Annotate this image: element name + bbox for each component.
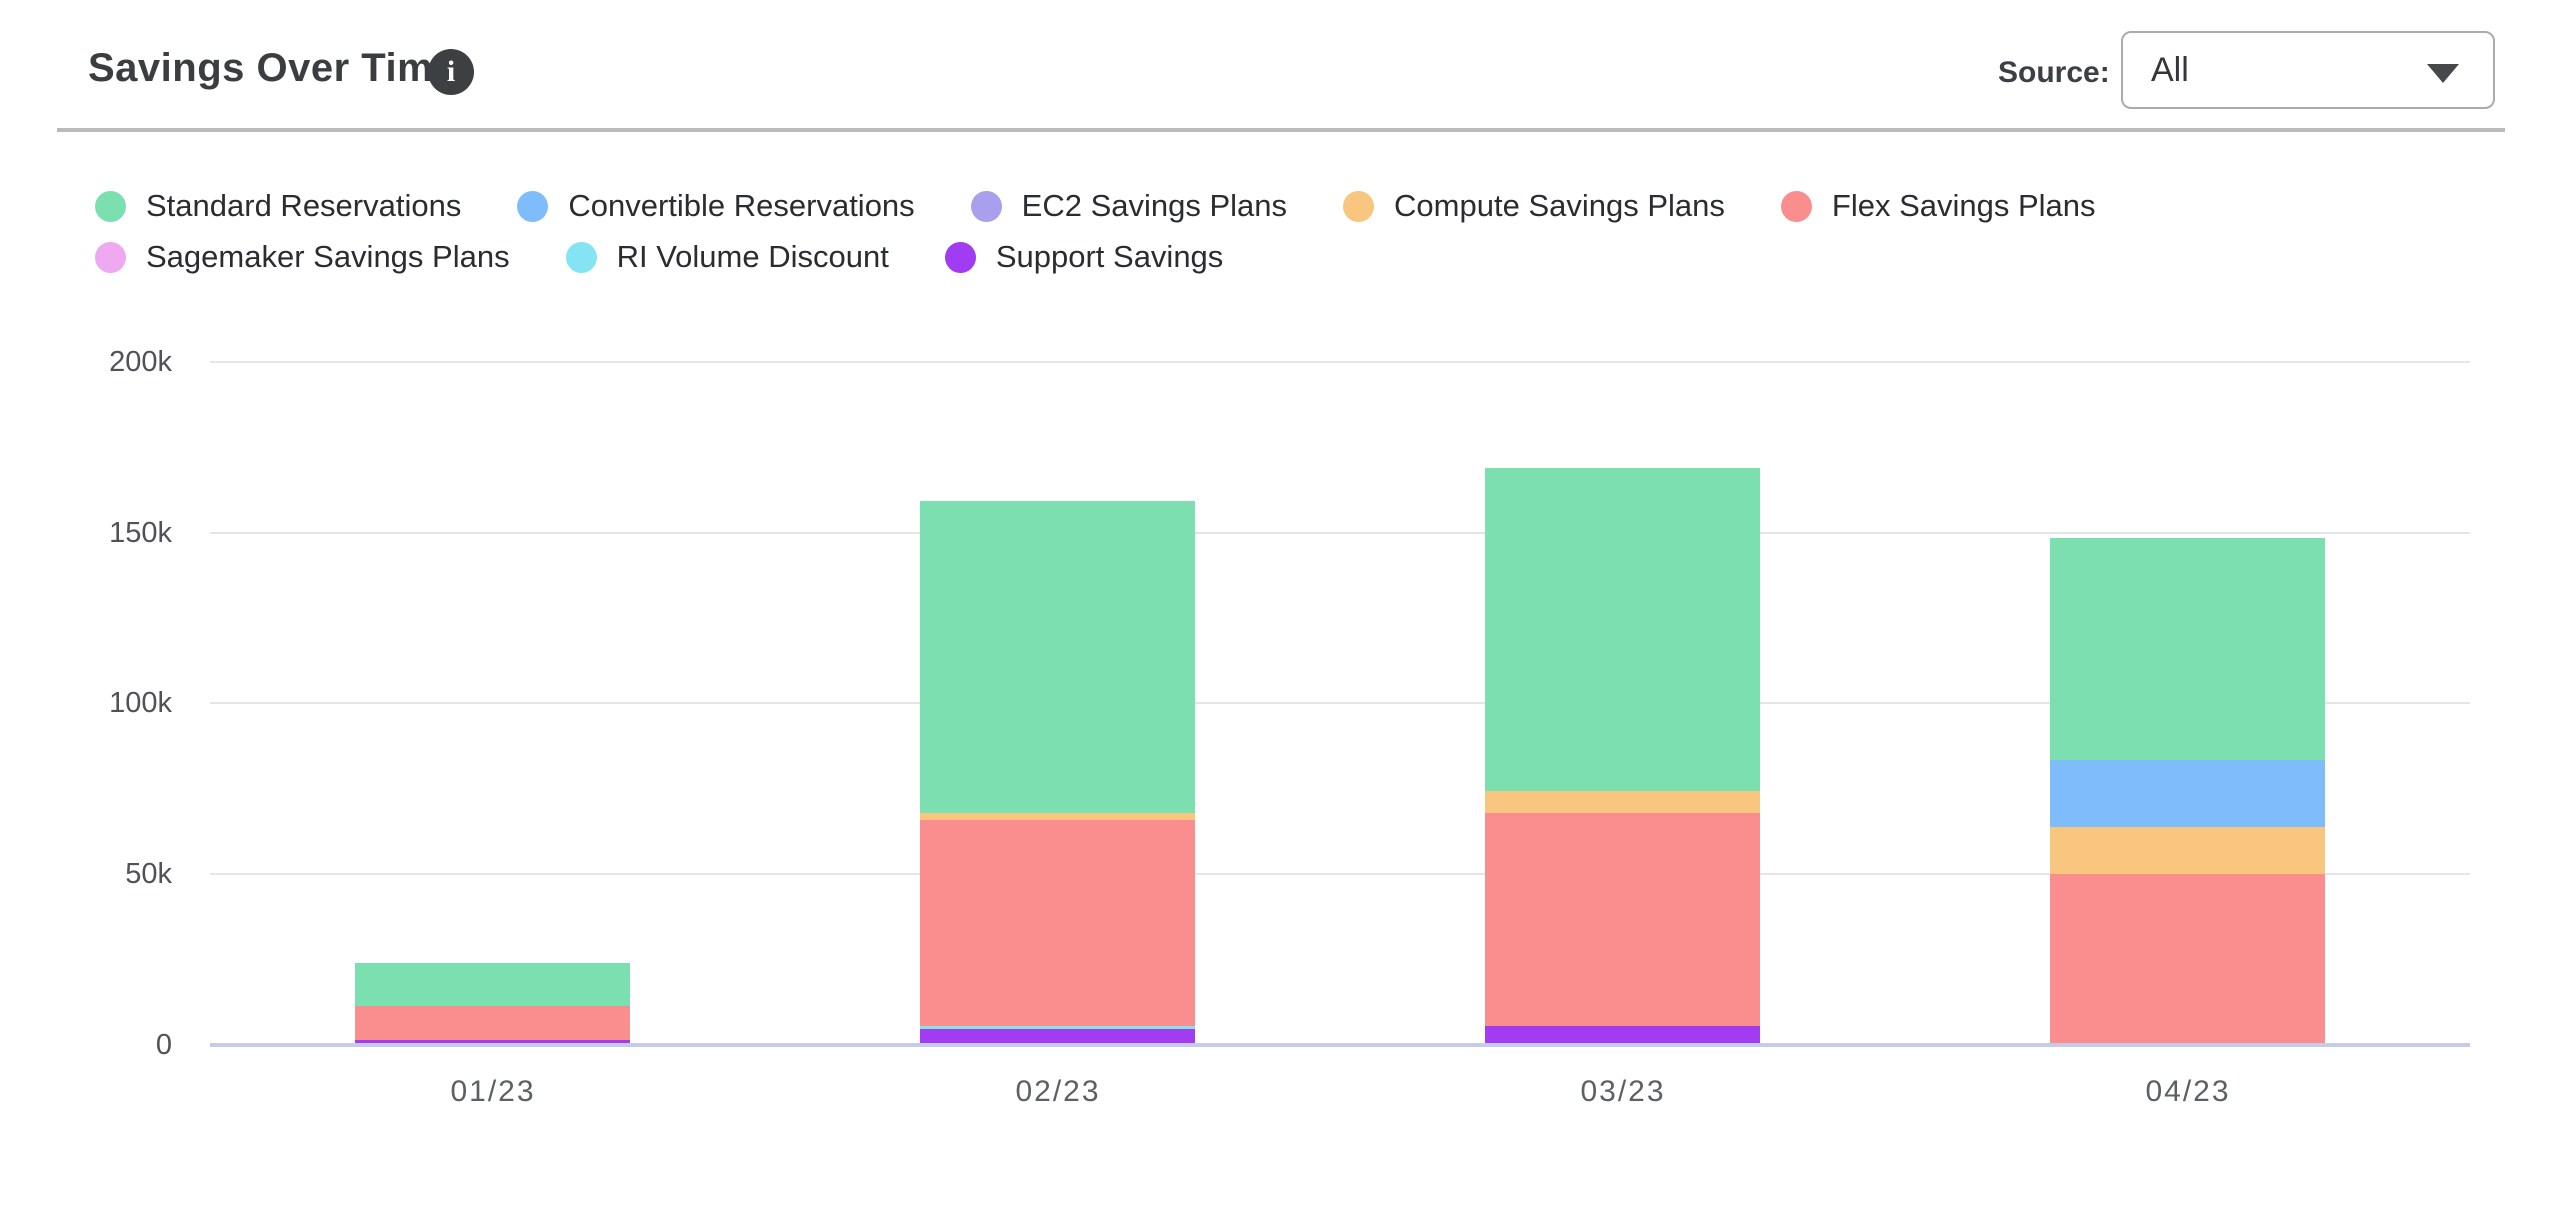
bar-segment-flex-savings-plans[interactable] [1485, 812, 1760, 1026]
chevron-down-icon [2427, 64, 2459, 83]
x-axis-label: 04/23 [2145, 1075, 2231, 1108]
x-axis-label: 02/23 [1015, 1075, 1101, 1108]
bar-segment-standard-reservations[interactable] [1485, 468, 1760, 791]
source-selected-value: All [2151, 50, 2189, 89]
x-axis-label: 03/23 [1580, 1075, 1666, 1108]
legend-item-convertible-reservations[interactable]: Convertible Reservations [517, 188, 915, 224]
info-icon[interactable]: i [428, 49, 474, 95]
chart-legend: Standard Reservations Convertible Reserva… [95, 188, 2096, 275]
legend-dot-icon [970, 190, 1002, 222]
gridline [210, 532, 2470, 534]
y-axis-tick-label: 100k [109, 687, 172, 719]
legend-item-ri-volume-discount[interactable]: RI Volume Discount [565, 239, 889, 275]
bar-segment-ri-volume-discount[interactable] [920, 1026, 1195, 1030]
legend-dot-icon [517, 190, 549, 222]
bar-segment-standard-reservations[interactable] [2050, 538, 2325, 761]
legend-item-compute-savings-plans[interactable]: Compute Savings Plans [1343, 188, 1725, 224]
legend-item-label: Flex Savings Plans [1831, 188, 2096, 223]
bar-segment-support-savings[interactable] [920, 1029, 1195, 1043]
bar-segment-flex-savings-plans[interactable] [355, 1005, 630, 1040]
bar-segment-support-savings[interactable] [355, 1039, 630, 1043]
legend-item-label: EC2 Savings Plans [1021, 188, 1288, 223]
bar-segment-standard-reservations[interactable] [920, 500, 1195, 813]
source-label: Source: [1998, 56, 2110, 89]
legend-item-support-savings[interactable]: Support Savings [944, 239, 1224, 275]
bar-segment-compute-savings-plans[interactable] [2050, 826, 2325, 875]
legend-item-standard-reservations[interactable]: Standard Reservations [95, 188, 461, 224]
gridline [210, 702, 2470, 704]
legend-dot-icon [565, 241, 597, 273]
legend-dot-icon [944, 241, 976, 273]
legend-item-flex-savings-plans[interactable]: Flex Savings Plans [1780, 188, 2096, 224]
bar-segment-flex-savings-plans[interactable] [920, 819, 1195, 1027]
legend-item-label: Standard Reservations [146, 188, 462, 223]
header-divider [57, 128, 2505, 132]
legend-row: Sagemaker Savings Plans RI Volume Discoun… [95, 239, 2096, 275]
gridline [210, 873, 2470, 875]
gridline [210, 361, 2470, 363]
legend-dot-icon [95, 241, 126, 273]
legend-item-ec2-savings-plans[interactable]: EC2 Savings Plans [970, 188, 1288, 224]
y-axis-tick-label: 200k [109, 346, 172, 378]
legend-item-label: RI Volume Discount [616, 239, 889, 274]
bar-segment-compute-savings-plans[interactable] [1485, 790, 1760, 813]
source-select[interactable]: All [2121, 31, 2495, 109]
legend-item-label: Sagemaker Savings Plans [146, 239, 510, 274]
y-axis-tick-label: 0 [155, 1029, 172, 1061]
bar-segment-flex-savings-plans[interactable] [2050, 874, 2325, 1043]
savings-chart: 0 50k 100k 150k 200k 01/23 02/23 03/23 04/23 [109, 346, 2470, 1108]
bar-segment-standard-reservations[interactable] [355, 962, 630, 1006]
legend-item-label: Support Savings [995, 239, 1224, 274]
bar-group-02-23 [920, 500, 1195, 1043]
bar-group-03-23 [1485, 468, 1760, 1043]
bar-group-04-23 [2050, 538, 2325, 1043]
x-axis-line [210, 1043, 2470, 1047]
y-axis-tick-label: 150k [109, 517, 172, 549]
legend-dot-icon [95, 190, 126, 222]
bar-segment-convertible-reservations[interactable] [2050, 760, 2325, 827]
x-axis-label: 01/23 [450, 1075, 536, 1108]
legend-item-label: Compute Savings Plans [1394, 188, 1725, 223]
legend-item-sagemaker-savings-plans[interactable]: Sagemaker Savings Plans [95, 239, 510, 275]
legend-row: Standard Reservations Convertible Reserva… [95, 188, 2096, 224]
legend-dot-icon [1343, 190, 1375, 222]
y-axis-tick-label: 50k [125, 858, 172, 890]
bar-segment-compute-savings-plans[interactable] [920, 812, 1195, 820]
legend-dot-icon [1780, 190, 1812, 222]
legend-item-label: Convertible Reservations [568, 188, 915, 223]
bar-segment-support-savings[interactable] [1485, 1025, 1760, 1043]
page-title: Savings Over Time [88, 46, 456, 90]
bar-group-01-23 [355, 962, 630, 1043]
